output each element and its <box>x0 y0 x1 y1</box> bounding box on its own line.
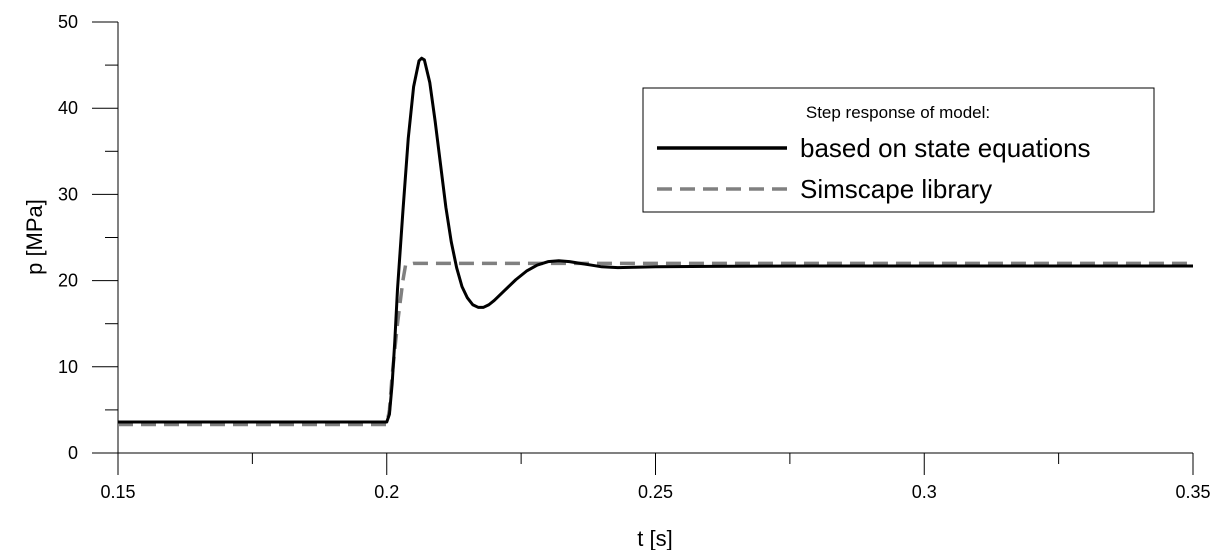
y-tick-label: 10 <box>58 357 78 377</box>
y-tick-label: 50 <box>58 12 78 32</box>
x-tick-label: 0.3 <box>912 482 937 502</box>
x-axis-title: t [s] <box>637 526 672 550</box>
y-axis-title: p [MPa] <box>22 199 47 275</box>
y-tick-label: 0 <box>68 443 78 463</box>
legend-label-simscape: Simscape library <box>800 174 992 204</box>
x-tick-label: 0.2 <box>374 482 399 502</box>
legend-box <box>642 87 1155 213</box>
y-tick-label: 40 <box>58 98 78 118</box>
ticks: 0.15 0.2 0.25 0.3 0.35 0 10 20 30 40 50 <box>58 12 1211 502</box>
x-tick-label: 0.25 <box>638 482 673 502</box>
legend-title: Step response of model: <box>806 103 990 122</box>
series-line-state-equations <box>118 56 1193 424</box>
y-tick-label: 20 <box>58 271 78 291</box>
series-group <box>118 56 1193 427</box>
axes <box>117 22 1193 454</box>
x-tick-label: 0.35 <box>1175 482 1210 502</box>
legend: Step response of model: based on state e… <box>642 87 1155 213</box>
series-line-simscape <box>118 261 1193 427</box>
x-tick-label: 0.15 <box>100 482 135 502</box>
legend-label-state-equations: based on state equations <box>800 133 1091 163</box>
y-tick-label: 30 <box>58 184 78 204</box>
